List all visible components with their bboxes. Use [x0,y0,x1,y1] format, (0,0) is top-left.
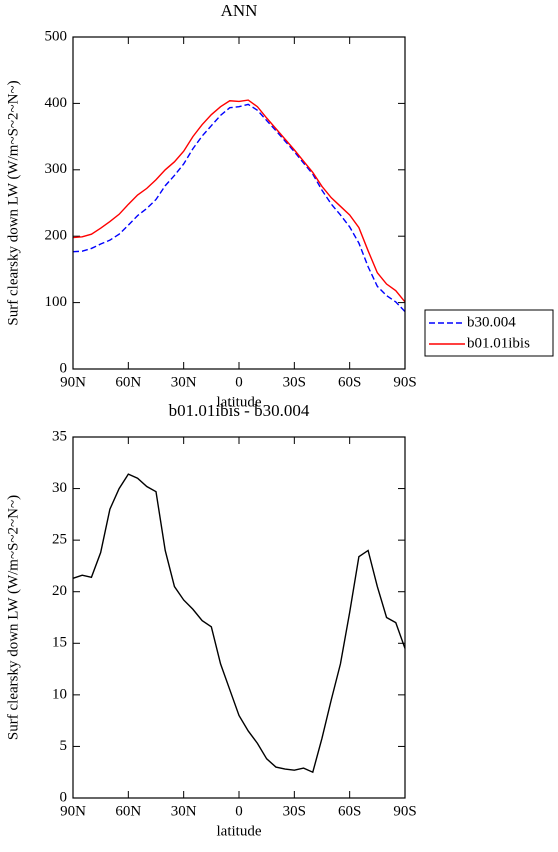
x-axis-label: latitude [217,823,262,839]
y-tick-label: 100 [45,294,68,310]
y-tick-label: 20 [52,583,67,599]
chart-title: b01.01ibis - b30.004 [169,401,310,420]
y-tick-label: 15 [52,635,67,651]
y-tick-label: 500 [45,28,68,44]
data-line [72,473,406,774]
x-tick-label: 30S [283,803,306,819]
x-tick-label: 90S [393,374,416,390]
y-axis-label: Surf clearsky down LW (W/m~S~2~N~) [5,495,21,740]
legend-box [424,309,554,357]
y-tick-label: 300 [45,161,68,177]
chart-title: ANN [221,1,258,20]
x-axis-label: latitude [217,394,262,410]
y-tick-label: 30 [52,480,67,496]
x-tick-label: 30N [171,374,197,390]
plot-frame [72,36,406,370]
y-tick-label: 10 [52,686,67,702]
x-tick-label: 30N [171,803,197,819]
plot-frame [72,436,406,799]
x-tick-label: 60S [338,803,361,819]
x-tick-label: 90N [60,374,86,390]
y-tick-label: 35 [52,428,67,444]
x-tick-label: 90S [393,803,416,819]
x-tick-label: 60N [115,374,141,390]
data-line [72,103,406,313]
y-tick-label: 400 [45,95,68,111]
legend-label: b01.01ibis [467,335,530,351]
x-tick-label: 60S [338,374,361,390]
y-axis-label: Surf clearsky down LW (W/m~S~2~N~) [5,80,21,325]
legend-label: b30.004 [467,314,516,330]
x-tick-label: 0 [235,374,243,390]
y-tick-label: 200 [45,228,68,244]
data-line [72,99,406,303]
y-tick-label: 5 [60,738,68,754]
x-tick-label: 0 [235,803,243,819]
y-tick-label: 25 [52,532,67,548]
y-tick-label: 0 [60,360,68,376]
x-tick-label: 90N [60,803,86,819]
y-tick-label: 0 [60,789,68,805]
x-tick-label: 60N [115,803,141,819]
x-tick-label: 30S [283,374,306,390]
